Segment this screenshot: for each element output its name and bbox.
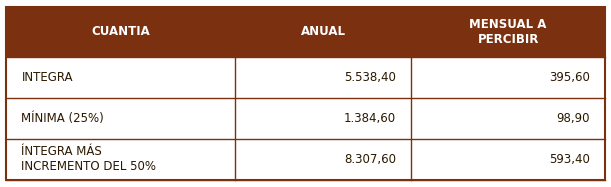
Text: INTEGRA: INTEGRA bbox=[21, 70, 73, 84]
Text: 98,90: 98,90 bbox=[556, 111, 590, 125]
Bar bbox=[6, 7, 235, 56]
Bar bbox=[6, 139, 235, 180]
Text: MENSUAL A
PERCIBIR: MENSUAL A PERCIBIR bbox=[469, 18, 547, 46]
Text: ÍNTEGRA MÁS
INCREMENTO DEL 50%: ÍNTEGRA MÁS INCREMENTO DEL 50% bbox=[21, 145, 156, 173]
Bar bbox=[235, 7, 411, 56]
Bar bbox=[411, 56, 605, 97]
Bar bbox=[411, 139, 605, 180]
Bar bbox=[235, 139, 411, 180]
Text: 593,40: 593,40 bbox=[549, 153, 590, 165]
Text: 5.538,40: 5.538,40 bbox=[345, 70, 396, 84]
Bar bbox=[6, 56, 235, 97]
Bar bbox=[235, 56, 411, 97]
Text: CUANTIA: CUANTIA bbox=[91, 25, 150, 39]
Bar bbox=[6, 97, 235, 139]
Text: 1.384,60: 1.384,60 bbox=[344, 111, 396, 125]
Bar bbox=[411, 97, 605, 139]
Text: MÍNIMA (25%): MÍNIMA (25%) bbox=[21, 111, 104, 125]
Bar bbox=[235, 97, 411, 139]
Bar bbox=[411, 7, 605, 56]
Text: ANUAL: ANUAL bbox=[301, 25, 346, 39]
Text: 8.307,60: 8.307,60 bbox=[344, 153, 396, 165]
Text: 395,60: 395,60 bbox=[549, 70, 590, 84]
